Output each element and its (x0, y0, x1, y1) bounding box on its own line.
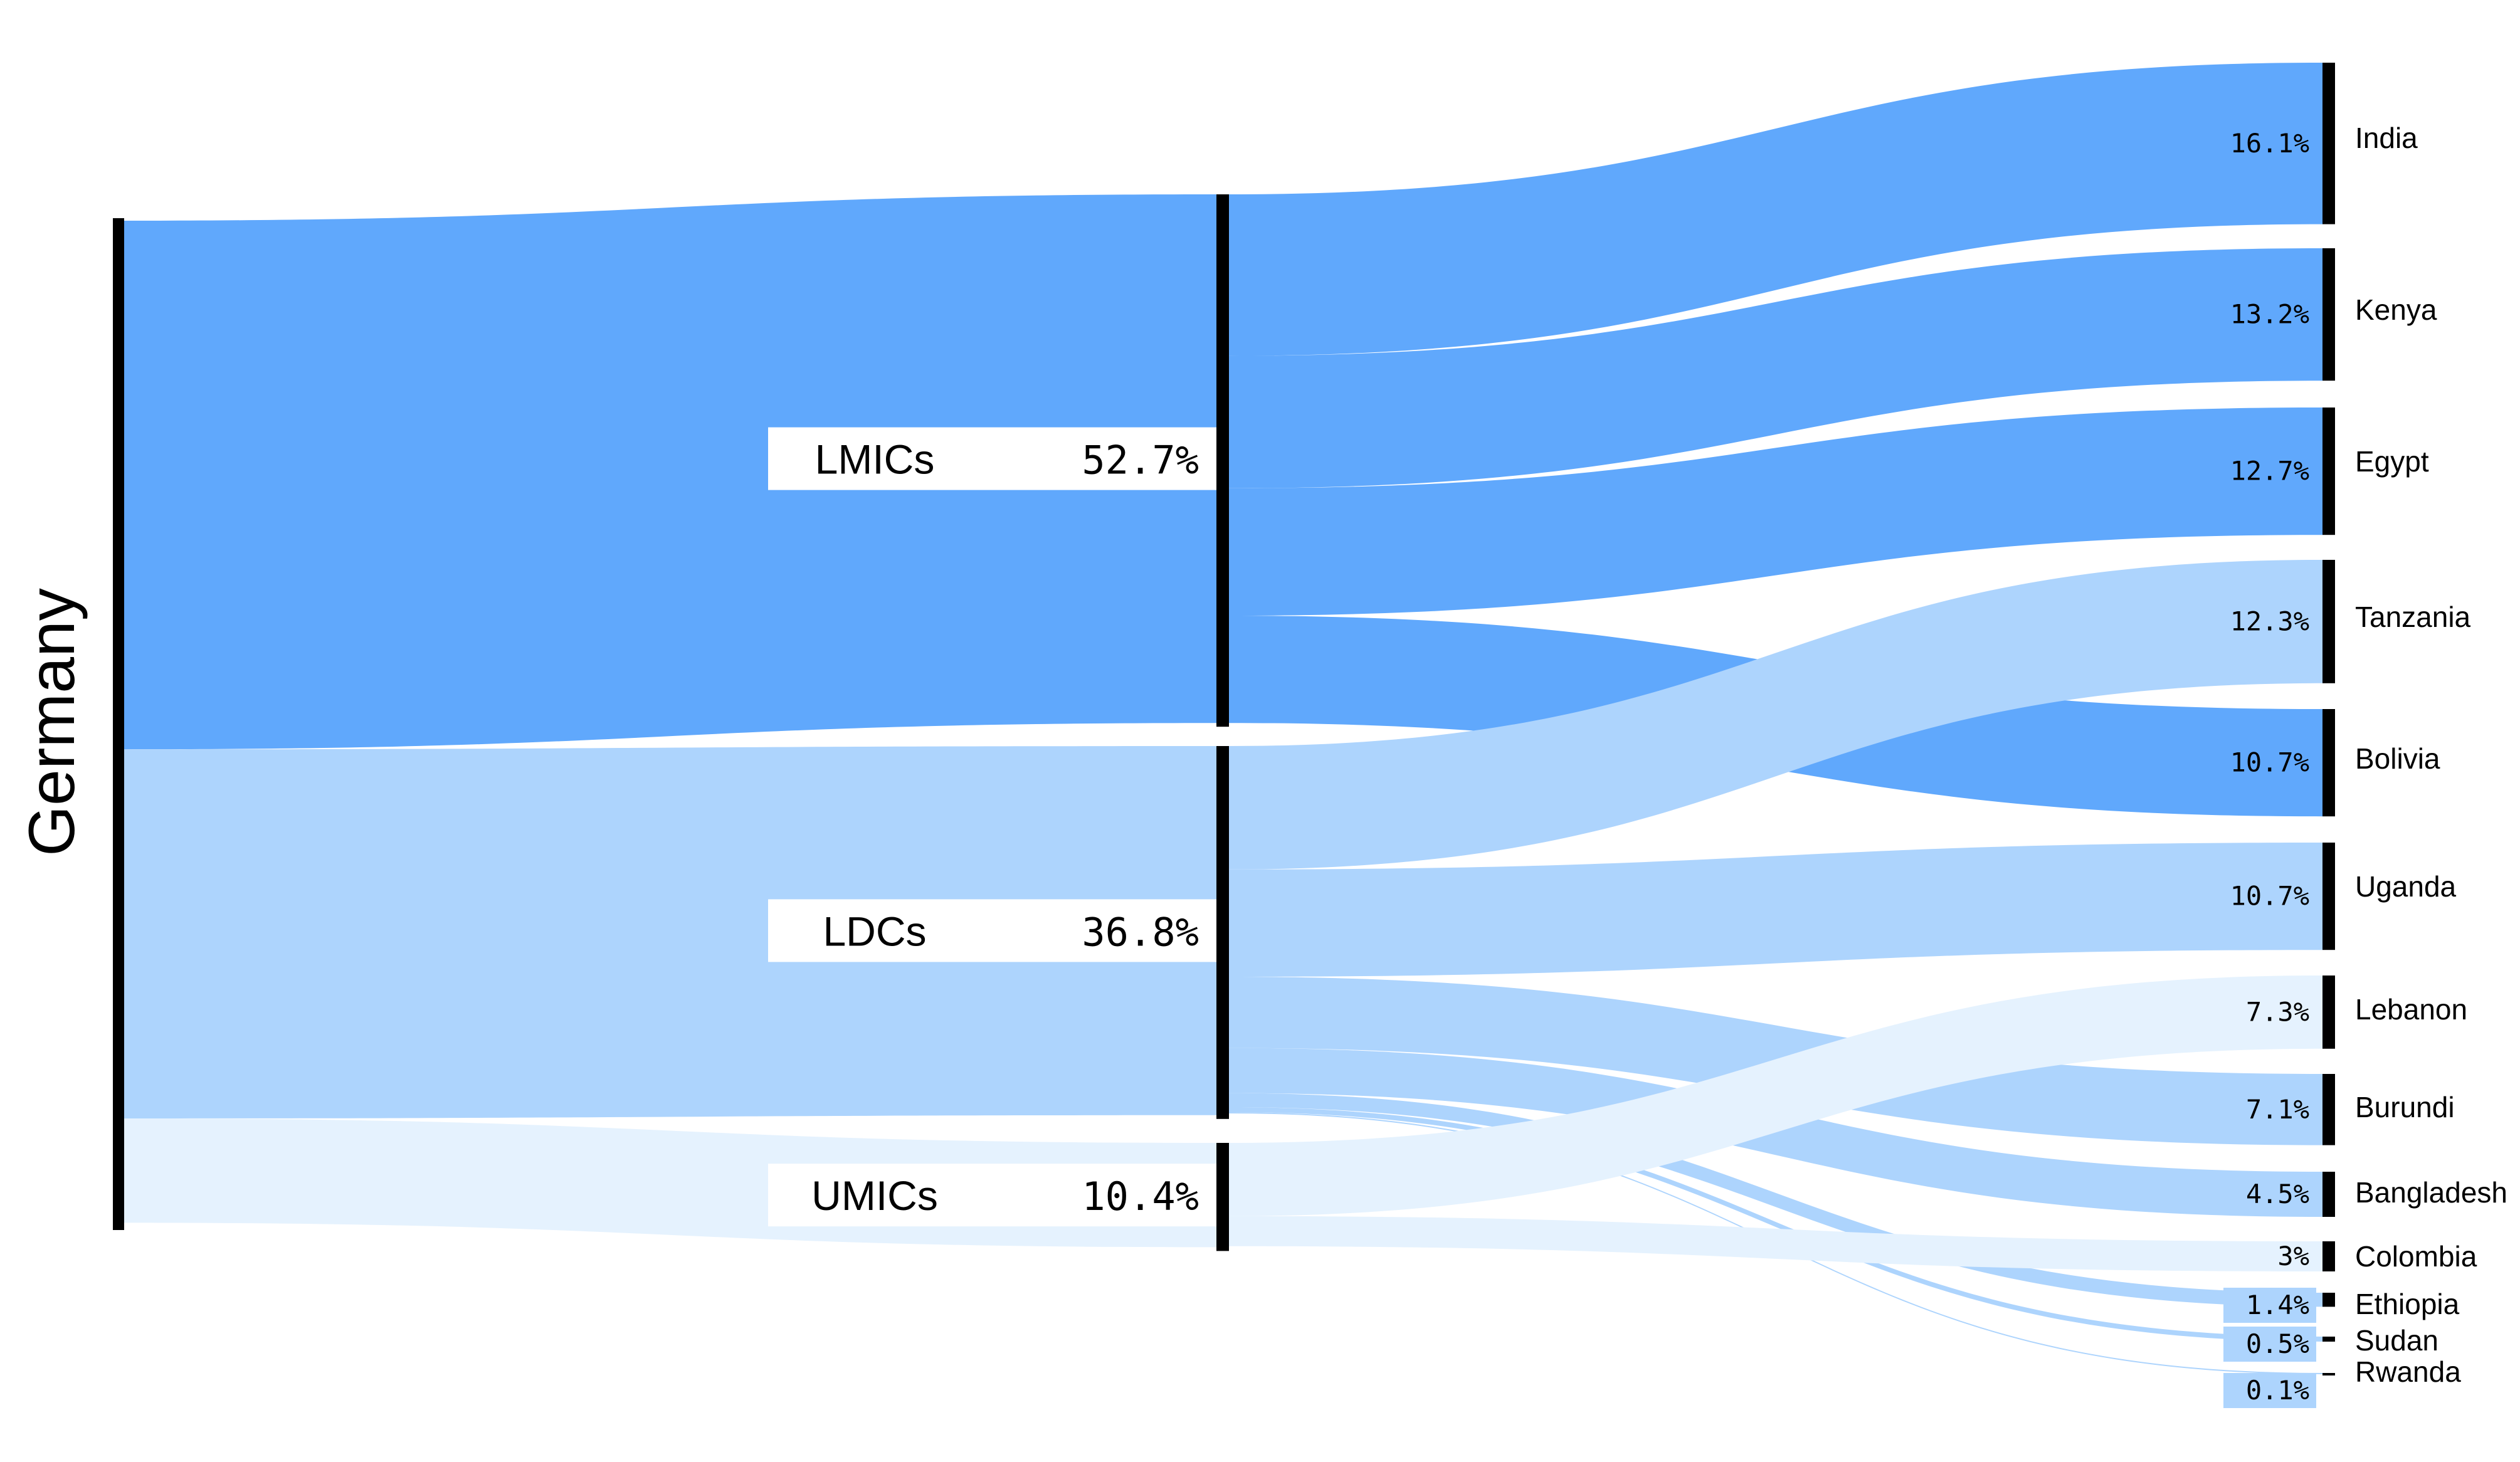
value-label-bolivia: 10.7% (2230, 747, 2309, 778)
flow-ldcs-uganda (1229, 843, 2322, 977)
country-label-egypt: Egypt (2355, 445, 2429, 478)
country-label-kenya: Kenya (2355, 293, 2437, 326)
value-label-ethiopia: 1.4% (2246, 1290, 2309, 1320)
node-bar-kenya (2322, 248, 2335, 381)
flow-lmics-egypt (1229, 408, 2322, 616)
country-label-india: India (2355, 122, 2418, 154)
flow-ldcs-tanzania (1229, 560, 2322, 870)
country-label-sudan: Sudan (2355, 1324, 2438, 1357)
country-label-tanzania: Tanzania (2355, 601, 2471, 633)
node-bar-egypt (2322, 408, 2335, 535)
group-value-label-lmics: 52.7% (1082, 438, 1199, 483)
node-layer (113, 63, 2335, 1375)
node-bar-rwanda (2322, 1373, 2335, 1375)
flow-ldcs-sudan (1229, 1107, 2322, 1342)
country-label-lebanon: Lebanon (2355, 993, 2467, 1026)
flow-germany-ldcs (124, 746, 1216, 1118)
value-label-egypt: 12.7% (2230, 456, 2309, 486)
group-value-label-ldcs: 36.8% (1082, 909, 1199, 955)
label-layer: Germany LMICs 52.7% LDCs 36.8% UMICs 10.4% 16.1… (16, 122, 2507, 1408)
node-bar-ldcs (1216, 746, 1229, 1119)
value-label-uganda: 10.7% (2230, 881, 2309, 912)
node-bar-colombia (2322, 1241, 2335, 1271)
value-label-box-rwanda (2223, 1373, 2316, 1408)
country-label-uganda: Uganda (2355, 870, 2457, 903)
source-label-germany: Germany (16, 588, 88, 856)
source-flow-layer (124, 194, 1216, 1248)
value-label-tanzania: 12.3% (2230, 606, 2309, 636)
value-label-box-sudan (2223, 1327, 2316, 1362)
country-label-ethiopia: Ethiopia (2355, 1288, 2460, 1320)
value-label-box-ethiopia (2223, 1288, 2316, 1323)
value-label-bangladesh: 4.5% (2246, 1179, 2309, 1209)
country-label-burundi: Burundi (2355, 1091, 2455, 1123)
group-value-label-umics: 10.4% (1082, 1174, 1199, 1219)
node-bar-umics (1216, 1143, 1229, 1251)
country-flow-layer (1229, 63, 2322, 1374)
node-bar-bangladesh (2322, 1172, 2335, 1217)
value-label-india: 16.1% (2230, 128, 2309, 159)
flow-umics-lebanon (1229, 976, 2322, 1216)
node-bar-germany (113, 218, 124, 1230)
group-label-lmics: LMICs (815, 436, 935, 483)
group-label-box-lmics (768, 427, 1216, 490)
value-label-burundi: 7.1% (2246, 1094, 2309, 1125)
value-label-kenya: 13.2% (2230, 299, 2309, 330)
node-bar-india (2322, 63, 2335, 224)
group-label-ldcs: LDCs (823, 908, 926, 954)
node-bar-uganda (2322, 843, 2335, 950)
country-label-bangladesh: Bangladesh (2355, 1176, 2507, 1209)
node-bar-burundi (2322, 1074, 2335, 1145)
node-bar-ethiopia (2322, 1293, 2335, 1307)
value-label-lebanon: 7.3% (2246, 996, 2309, 1027)
flow-ldcs-ethiopia (1229, 1093, 2322, 1307)
group-label-box-umics (768, 1164, 1216, 1227)
node-bar-sudan (2322, 1337, 2335, 1342)
node-bar-lebanon (2322, 976, 2335, 1049)
flow-umics-colombia (1229, 1216, 2322, 1271)
value-label-colombia: 3% (2277, 1241, 2309, 1271)
flow-germany-lmics (124, 194, 1216, 750)
country-label-rwanda: Rwanda (2355, 1355, 2461, 1388)
flow-lmics-india (1229, 63, 2322, 356)
country-label-colombia: Colombia (2355, 1240, 2477, 1273)
country-label-bolivia: Bolivia (2355, 742, 2440, 775)
value-label-rwanda: 0.1% (2246, 1375, 2309, 1406)
node-bar-tanzania (2322, 560, 2335, 683)
node-bar-lmics (1216, 194, 1229, 727)
group-label-umics: UMICs (811, 1172, 938, 1219)
value-label-sudan: 0.5% (2246, 1328, 2309, 1359)
flow-lmics-kenya (1229, 248, 2322, 488)
node-bar-bolivia (2322, 709, 2335, 817)
group-label-box-ldcs (768, 899, 1216, 962)
